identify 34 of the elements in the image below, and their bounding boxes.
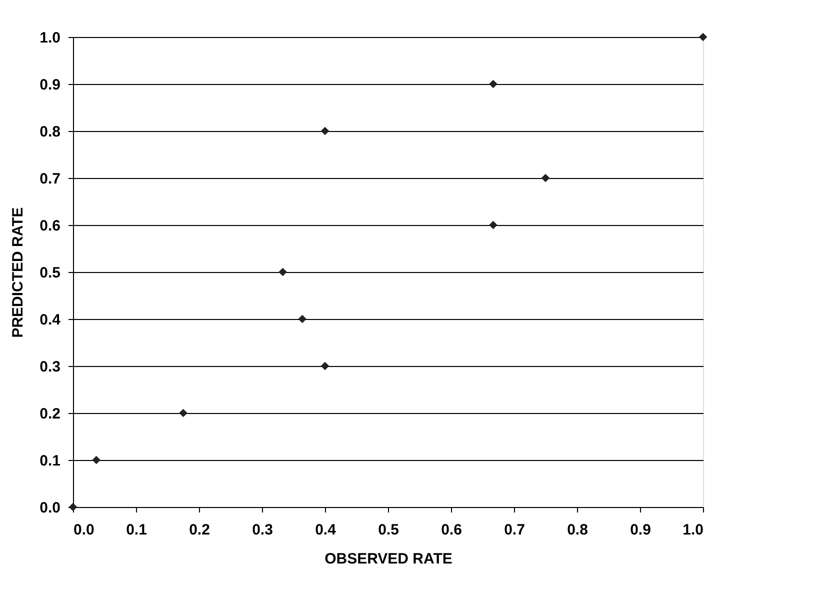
point <box>278 268 287 276</box>
x-axis-title: OBSERVED RATE <box>324 550 452 568</box>
x-tick-label: 0.0 <box>74 522 94 538</box>
point <box>489 220 498 230</box>
x-tick-label: 0.6 <box>441 522 462 538</box>
x-tick-label: 0.3 <box>252 522 273 538</box>
x-tick-label: 1.0 <box>682 522 704 538</box>
point <box>320 362 330 370</box>
point <box>320 126 330 136</box>
x-tick-label: 0.2 <box>189 522 210 538</box>
y-tick-label: 0.6 <box>40 218 60 234</box>
point <box>698 32 708 42</box>
y-tick-label: 1.0 <box>40 30 60 46</box>
y-tick-label: 0.2 <box>40 406 60 422</box>
y-tick-label: 0.5 <box>40 264 60 282</box>
point <box>179 408 188 418</box>
x-tick-label: 0.5 <box>378 522 399 538</box>
x-tick-label: 0.4 <box>315 522 337 538</box>
x-tick-label: 0.1 <box>126 522 147 538</box>
y-tick-label: 0.9 <box>40 76 60 94</box>
point <box>541 174 550 182</box>
y-tick-label: 0.0 <box>40 500 60 516</box>
y-tick-label: 0.4 <box>40 312 62 328</box>
y-axis-title: PREDICTED RATE <box>10 207 27 338</box>
x-tick-label: 0.7 <box>504 522 525 538</box>
x-tick-label: 0.9 <box>630 522 651 538</box>
y-tick-label: 0.8 <box>40 124 60 140</box>
point <box>92 456 100 464</box>
y-tick-label: 0.3 <box>40 358 60 376</box>
y-tick-label: 0.7 <box>40 170 60 188</box>
point <box>489 80 498 88</box>
x-tick-label: 0.8 <box>567 522 588 538</box>
y-tick-label: 0.1 <box>40 452 60 470</box>
point <box>298 314 307 324</box>
